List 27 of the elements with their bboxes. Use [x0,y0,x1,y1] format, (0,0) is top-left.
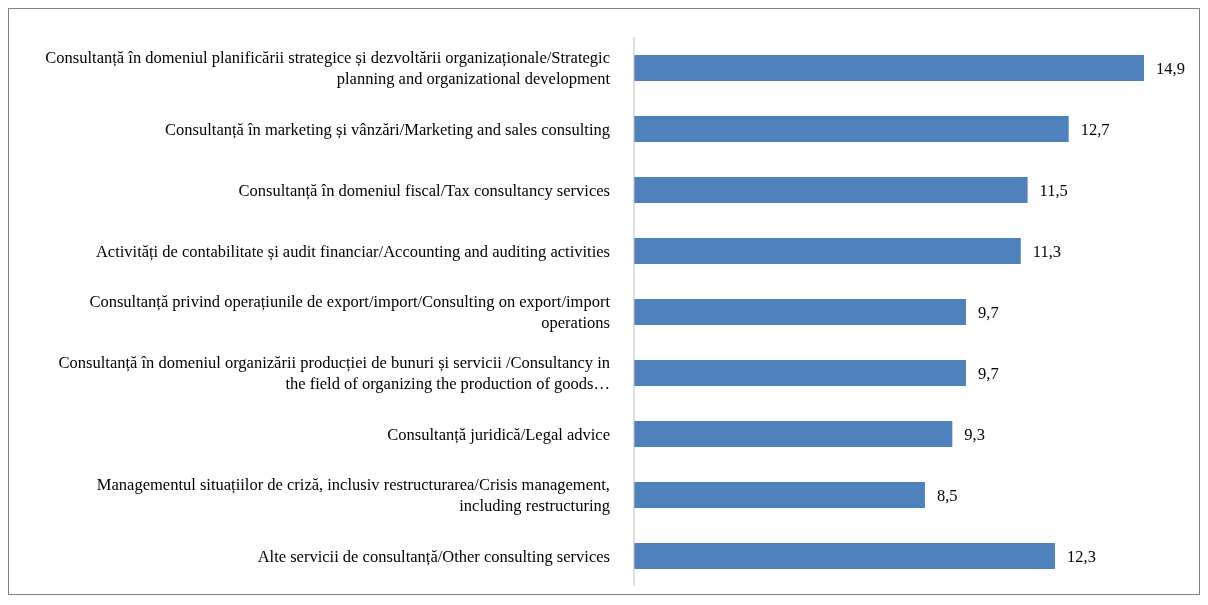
y-tick-label: Consultanță în marketing și vânzări/Marketing and sales consulting [165,119,610,139]
data-label: 9,7 [978,302,999,322]
bar [634,55,1144,81]
bar [634,482,925,508]
bar [634,360,967,386]
bar [634,543,1056,569]
bar [634,116,1069,142]
y-tick-label: Activități de contabilitate și audit financiar/Accounting and auditing activities [95,241,610,261]
bar [634,421,953,447]
bar [634,299,967,325]
data-label: 12,3 [1067,546,1096,566]
y-tick-label: Managementul situațiilor de criză, inclusiv restructurarea/Crisis management, including restructuring [96,475,610,515]
y-tick-label: Consultanță în domeniul planificării strategice și dezvoltării organizaționale/Strategic planning and organizational development [45,48,611,88]
data-label: 9,3 [964,424,985,444]
bar [634,238,1021,264]
data-label: 11,3 [1032,241,1062,261]
data-label: 8,5 [936,485,958,505]
y-tick-label: Consultanță privind operațiunile de export/import/Consulting on export/import operations [89,292,611,332]
y-tick-label: Consultanță în domeniul fiscal/Tax consultancy services [238,180,610,200]
data-label: 11,5 [1039,180,1068,200]
y-tick-label: Consultanță juridică/Legal advice [387,424,610,444]
bar [634,177,1028,203]
data-label: 9,7 [978,363,999,383]
data-label: 12,7 [1080,119,1110,139]
y-tick-label: Alte servicii de consultanță/Other consulting services [257,546,610,566]
data-label: 14,9 [1156,58,1185,78]
y-tick-label: Consultanță în domeniul organizării producției de bunuri și servicii /Consultancy in the field of organizing the production of goods… [58,353,610,393]
